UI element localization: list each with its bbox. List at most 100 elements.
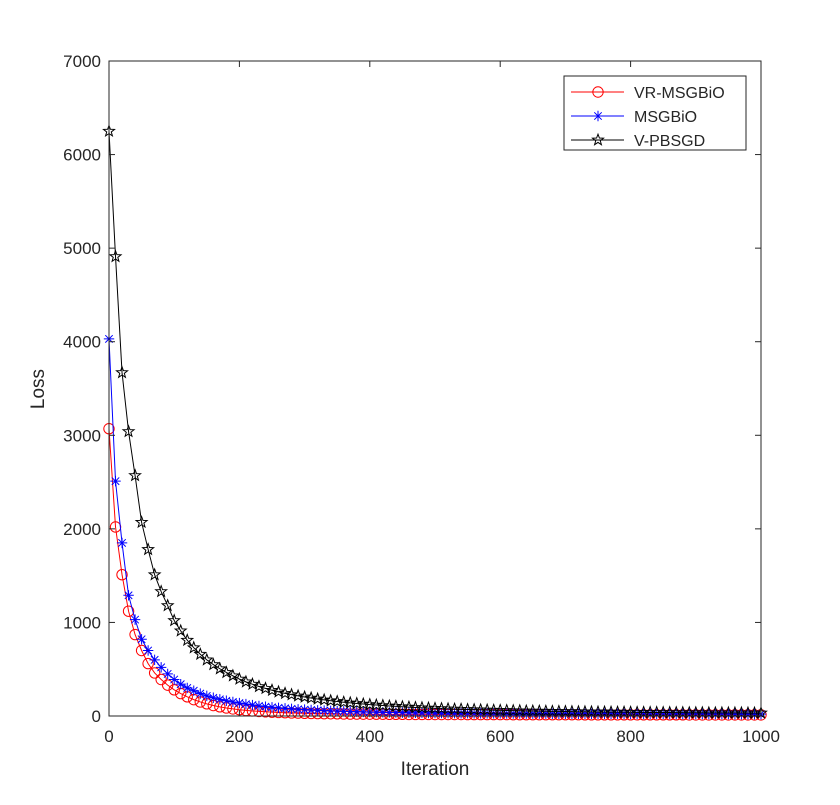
data-point [442,707,454,719]
x-tick-label: 800 [616,727,644,746]
data-point [423,707,434,719]
data-point [260,701,271,712]
series-line [108,131,761,714]
data-point [377,707,389,718]
data-point [271,684,286,698]
data-point [351,706,362,717]
x-tick-label: 400 [356,727,384,746]
data-point [167,613,182,627]
data-point [212,661,227,675]
data-point [123,590,134,601]
data-point [429,707,441,719]
data-point [265,683,279,697]
data-point [297,689,312,703]
data-point [716,708,728,720]
data-point [664,708,675,720]
data-point [312,705,323,716]
data-point [110,475,121,487]
data-point [317,692,332,706]
y-tick-label: 6000 [63,146,101,165]
data-point [384,707,395,718]
data-point [208,692,219,703]
data-point [219,665,234,679]
data-point [155,662,167,673]
data-point [358,706,369,718]
data-point [462,708,473,719]
y-tick-label: 0 [92,707,101,726]
data-point [232,671,247,685]
data-point [690,708,701,720]
data-point [180,632,195,647]
data-point [253,700,265,712]
data-point [410,707,421,719]
data-point [239,674,253,688]
data-point [677,708,688,720]
legend-label: VR-MSGBiO [634,85,725,102]
data-point [245,676,260,691]
legend-label: V-PBSGD [634,133,705,150]
data-point [671,708,682,720]
data-point [278,686,292,700]
x-tick-label: 600 [486,727,514,746]
y-tick-label: 7000 [63,52,101,71]
data-point [723,708,734,720]
data-point [234,697,245,709]
legend-entry: MSGBiO [571,109,697,126]
y-tick-label: 4000 [63,333,101,352]
data-point [148,667,161,679]
data-point [390,707,402,718]
data-point [169,674,180,685]
data-point [206,657,221,671]
y-tick-label: 2000 [63,520,101,539]
x-tick-label: 1000 [742,727,780,746]
data-point [455,708,467,719]
x-tick-label: 200 [225,727,253,746]
data-point [175,678,186,690]
y-axis-label: Loss [28,369,49,409]
data-point [149,654,160,666]
data-point [310,691,325,705]
data-point [154,584,169,598]
legend-entry: V-PBSGD [571,132,705,150]
data-point [136,634,147,645]
y-axis: 0 1000 2000 3000 4000 5000 6000 7000 [63,52,761,726]
data-point [325,705,336,717]
data-point [703,708,715,720]
data-point [186,640,201,654]
data-point [449,707,460,719]
data-point [697,708,708,720]
legend-label: MSGBiO [634,109,697,126]
data-point [240,698,252,710]
data-point [252,679,266,693]
data-point [129,614,141,625]
data-point [225,668,240,682]
data-point [710,708,721,720]
legend-marker [591,132,605,146]
data-point [736,708,747,720]
data-point [160,598,175,612]
data-point [122,605,135,617]
data-point [481,708,493,719]
data-point [658,708,669,720]
data-point [162,668,173,680]
data-point [279,703,291,714]
data-point [121,424,136,438]
plot-frame [108,60,762,717]
data-point [142,645,154,656]
legend: VR-MSGBiO MSGBiO V-PBSGD [563,75,747,151]
data-point [147,567,162,581]
data-point [214,694,226,705]
data-point [468,708,480,719]
data-point [155,673,167,686]
data-point [291,688,305,702]
data-point [749,708,760,720]
data-point [134,515,149,529]
data-point [299,704,310,715]
data-point [304,690,319,704]
data-point [195,688,206,699]
data-point [273,702,284,714]
data-point [742,708,754,720]
data-point [173,623,188,637]
data-point [323,693,338,707]
data-point [193,646,208,661]
